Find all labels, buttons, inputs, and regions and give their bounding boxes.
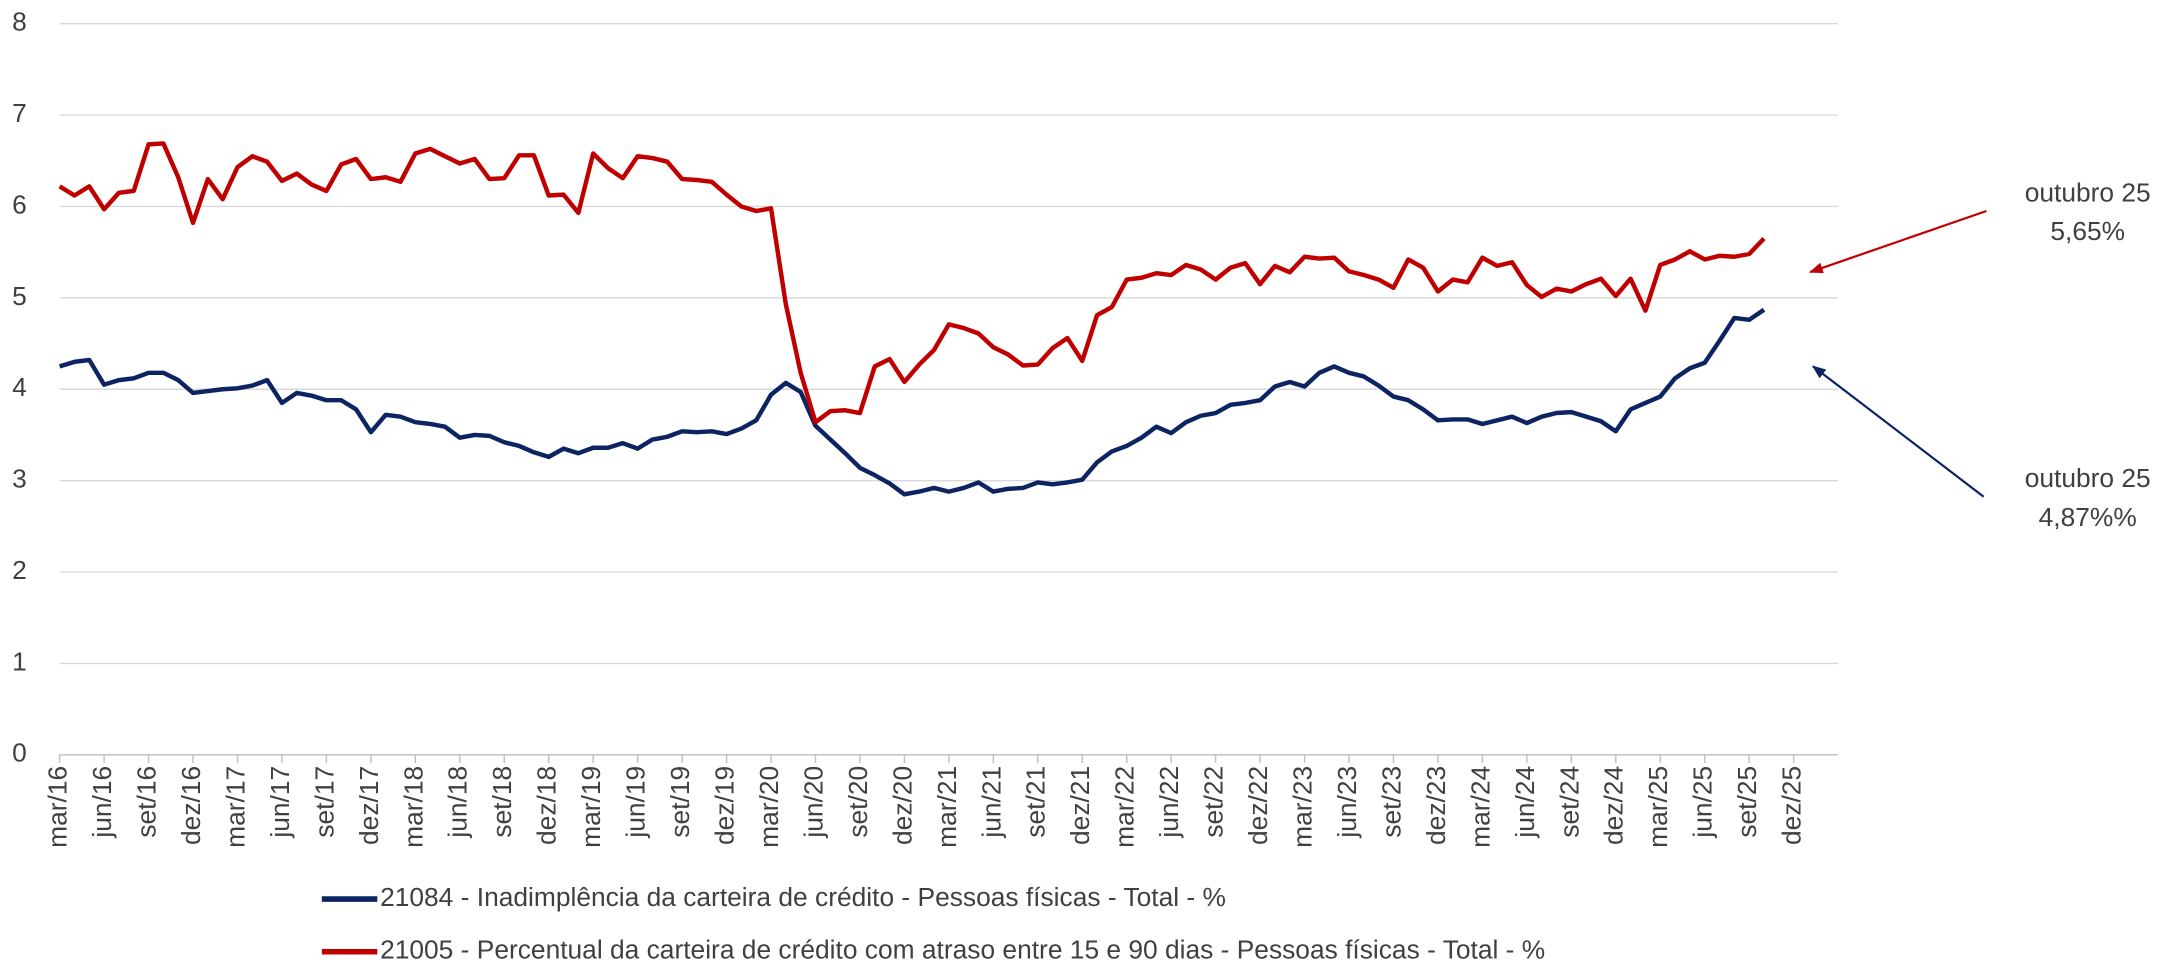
x-tick-label: jun/24 bbox=[1510, 766, 1540, 839]
x-tick-label: dez/20 bbox=[887, 766, 917, 845]
x-tick-label: jun/20 bbox=[798, 766, 828, 839]
legend-label: 21005 - Percentual da carteira de crédit… bbox=[380, 935, 1545, 963]
series-line bbox=[58, 141, 1766, 425]
y-tick-label: 1 bbox=[12, 646, 27, 676]
y-tick-label: 5 bbox=[12, 281, 27, 311]
y-tick-label: 8 bbox=[12, 7, 27, 37]
annotation-text: 5,65% bbox=[2050, 216, 2125, 246]
x-tick-label: dez/22 bbox=[1243, 766, 1273, 845]
y-tick-label: 0 bbox=[12, 738, 27, 768]
x-tick-label: set/25 bbox=[1732, 766, 1762, 838]
x-tick-label: mar/19 bbox=[576, 766, 606, 848]
series-line bbox=[58, 307, 1766, 497]
x-tick-label: set/20 bbox=[843, 766, 873, 838]
x-tick-label: set/23 bbox=[1376, 766, 1406, 838]
x-tick-label: jun/23 bbox=[1332, 766, 1362, 839]
x-tick-label: mar/16 bbox=[43, 766, 73, 848]
y-tick-label: 6 bbox=[12, 189, 27, 219]
y-tick-label: 2 bbox=[12, 555, 27, 585]
x-tick-label: jun/18 bbox=[443, 766, 473, 839]
x-tick-label: dez/25 bbox=[1777, 766, 1807, 845]
x-tick-label: dez/21 bbox=[1065, 766, 1095, 845]
x-tick-label: dez/16 bbox=[176, 766, 206, 845]
annotation-text: outubro 25 bbox=[2025, 463, 2151, 493]
x-tick-label: jun/25 bbox=[1688, 766, 1718, 839]
legend-label: 21084 - Inadimplência da carteira de cré… bbox=[380, 882, 1226, 912]
annotation-text: outubro 25 bbox=[2025, 177, 2151, 207]
y-tick-label: 4 bbox=[12, 372, 27, 402]
annotation-arrow bbox=[1808, 209, 1987, 274]
x-tick-label: dez/24 bbox=[1599, 766, 1629, 845]
x-tick-label: mar/18 bbox=[398, 766, 428, 848]
x-tick-label: mar/25 bbox=[1643, 766, 1673, 848]
x-tick-label: jun/19 bbox=[621, 766, 651, 839]
annotation-text: 4,87%% bbox=[2039, 502, 2137, 532]
x-tick-label: mar/22 bbox=[1110, 766, 1140, 848]
x-tick-label: dez/17 bbox=[354, 766, 384, 845]
x-tick-label: mar/24 bbox=[1465, 766, 1495, 848]
y-tick-label: 7 bbox=[12, 98, 27, 128]
x-tick-label: dez/18 bbox=[532, 766, 562, 845]
annotation-arrow bbox=[1811, 365, 1985, 498]
x-tick-label: set/17 bbox=[309, 766, 339, 838]
x-tick-label: set/21 bbox=[1021, 766, 1051, 838]
x-tick-label: set/22 bbox=[1199, 766, 1229, 838]
x-tick-label: set/18 bbox=[487, 766, 517, 838]
x-tick-label: set/24 bbox=[1554, 766, 1584, 838]
x-tick-label: mar/21 bbox=[932, 766, 962, 848]
x-tick-label: mar/20 bbox=[754, 766, 784, 848]
x-tick-label: dez/23 bbox=[1421, 766, 1451, 845]
x-tick-label: jun/16 bbox=[87, 766, 117, 839]
x-tick-label: mar/17 bbox=[220, 766, 250, 848]
x-tick-label: mar/23 bbox=[1288, 766, 1318, 848]
x-tick-label: set/19 bbox=[665, 766, 695, 838]
y-tick-label: 3 bbox=[12, 464, 27, 494]
x-tick-label: dez/19 bbox=[710, 766, 740, 845]
x-tick-label: set/16 bbox=[132, 766, 162, 838]
x-tick-label: jun/22 bbox=[1154, 766, 1184, 839]
x-tick-label: jun/17 bbox=[265, 766, 295, 839]
x-tick-label: jun/21 bbox=[976, 766, 1006, 839]
